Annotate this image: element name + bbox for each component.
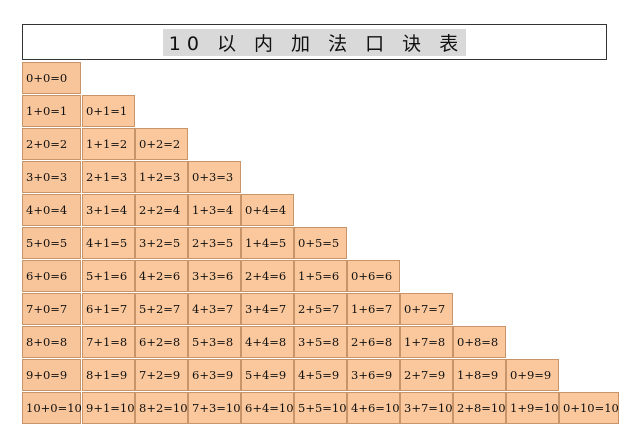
table-cell: 7+3=10 [188, 392, 241, 424]
table-cell: 5+4=9 [241, 359, 294, 391]
table-cell: 1+0=1 [22, 95, 81, 127]
table-cell: 4+4=8 [241, 326, 294, 358]
table-cell: 3+1=4 [82, 194, 135, 226]
table-cell: 4+1=5 [82, 227, 135, 259]
table-cell: 8+0=8 [22, 326, 81, 358]
table-cell: 4+5=9 [294, 359, 347, 391]
table-cell: 6+1=7 [82, 293, 135, 325]
table-cell: 9+0=9 [22, 359, 81, 391]
table-cell: 0+9=9 [506, 359, 559, 391]
table-cell: 0+8=8 [453, 326, 506, 358]
table-cell: 1+1=2 [82, 128, 135, 160]
table-cell: 7+0=7 [22, 293, 81, 325]
table-cell: 4+0=4 [22, 194, 81, 226]
table-cell: 2+7=9 [400, 359, 453, 391]
table-cell: 2+3=5 [188, 227, 241, 259]
table-cell: 0+10=10 [559, 392, 619, 424]
table-cell: 4+2=6 [135, 260, 188, 292]
table-cell: 1+6=7 [347, 293, 400, 325]
table-cell: 8+1=9 [82, 359, 135, 391]
table-cell: 8+2=10 [135, 392, 188, 424]
table-cell: 3+4=7 [241, 293, 294, 325]
table-cell: 3+0=3 [22, 161, 81, 193]
table-cell: 0+6=6 [347, 260, 400, 292]
table-cell: 2+1=3 [82, 161, 135, 193]
table-cell: 6+4=10 [241, 392, 294, 424]
table-cell: 9+1=10 [82, 392, 135, 424]
table-cell: 0+2=2 [135, 128, 188, 160]
table-cell: 0+1=1 [82, 95, 135, 127]
table-cell: 0+0=0 [22, 62, 81, 94]
table-cell: 1+8=9 [453, 359, 506, 391]
table-cell: 1+7=8 [400, 326, 453, 358]
table-cell: 10+0=10 [22, 392, 82, 424]
table-cell: 1+2=3 [135, 161, 188, 193]
table-cell: 0+4=4 [241, 194, 294, 226]
title-box: 10 以 内 加 法 口 诀 表 [22, 24, 607, 60]
table-cell: 6+3=9 [188, 359, 241, 391]
table-cell: 3+5=8 [294, 326, 347, 358]
table-cell: 4+3=7 [188, 293, 241, 325]
table-cell: 2+6=8 [347, 326, 400, 358]
table-cell: 0+7=7 [400, 293, 453, 325]
table-cell: 5+0=5 [22, 227, 81, 259]
table-cell: 2+2=4 [135, 194, 188, 226]
table-cell: 2+0=2 [22, 128, 81, 160]
table-cell: 3+2=5 [135, 227, 188, 259]
table-cell: 1+3=4 [188, 194, 241, 226]
table-cell: 1+5=6 [294, 260, 347, 292]
title: 10 以 内 加 法 口 诀 表 [162, 28, 467, 56]
table-cell: 1+4=5 [241, 227, 294, 259]
table-cell: 2+4=6 [241, 260, 294, 292]
table-cell: 2+5=7 [294, 293, 347, 325]
table-cell: 2+8=10 [453, 392, 506, 424]
table-cell: 7+2=9 [135, 359, 188, 391]
table-cell: 3+6=9 [347, 359, 400, 391]
table-cell: 0+5=5 [294, 227, 347, 259]
table-cell: 5+3=8 [188, 326, 241, 358]
table-cell: 6+0=6 [22, 260, 81, 292]
table-cell: 4+6=10 [347, 392, 400, 424]
table-cell: 3+7=10 [400, 392, 453, 424]
table-cell: 7+1=8 [82, 326, 135, 358]
table-cell: 6+2=8 [135, 326, 188, 358]
table-cell: 1+9=10 [506, 392, 559, 424]
table-cell: 5+2=7 [135, 293, 188, 325]
table-cell: 5+5=10 [294, 392, 347, 424]
table-cell: 3+3=6 [188, 260, 241, 292]
table-cell: 5+1=6 [82, 260, 135, 292]
table-cell: 0+3=3 [188, 161, 241, 193]
